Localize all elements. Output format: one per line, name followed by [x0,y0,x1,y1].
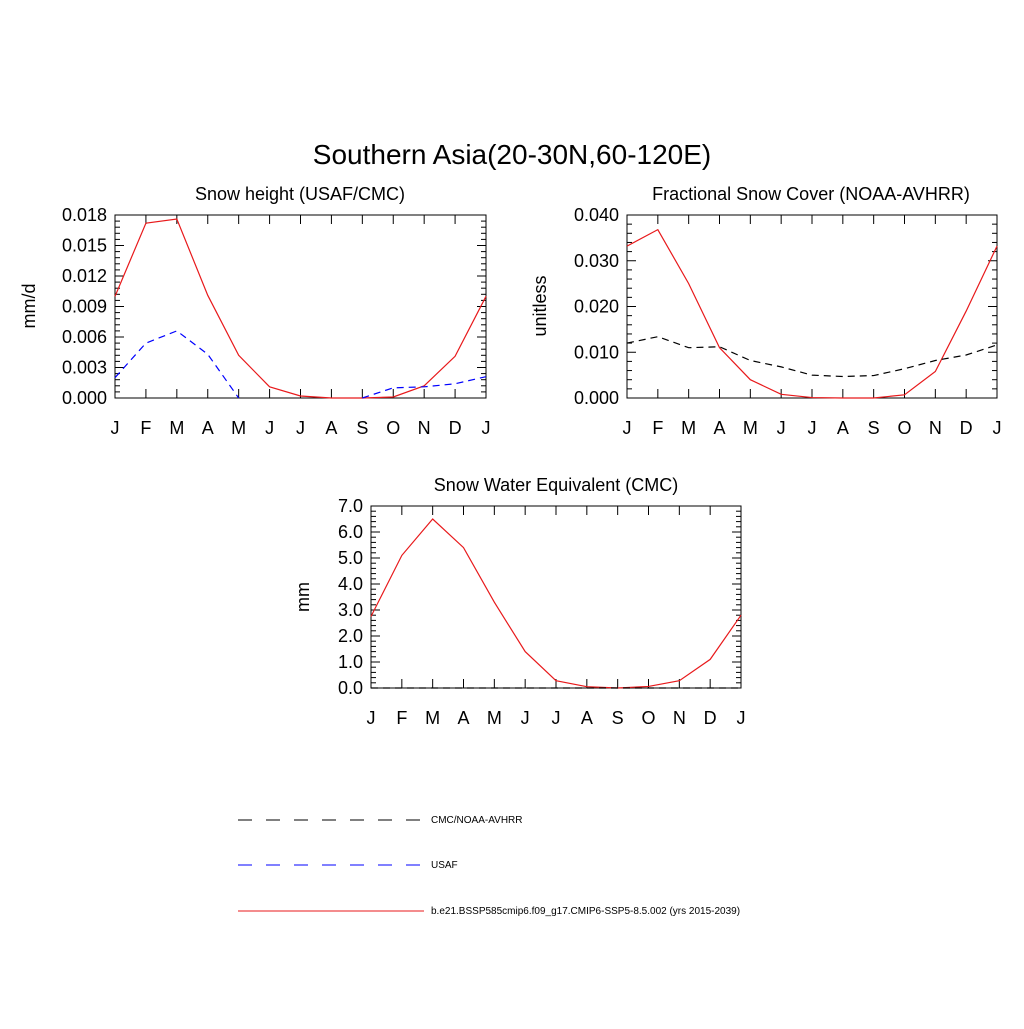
series-line-model [114,218,487,399]
x-tick-label: J [623,418,632,438]
y-tick-label: 0.006 [62,327,107,347]
x-tick-label: M [743,418,758,438]
series-line-model [370,518,742,689]
x-tick-label: D [960,418,973,438]
x-tick-label: S [868,418,880,438]
x-tick-label: A [202,418,214,438]
x-tick-label: M [681,418,696,438]
y-tick-label: 0.000 [574,388,619,408]
y-tick-label: 0.003 [62,358,107,378]
panel-title: Snow height (USAF/CMC) [195,184,405,204]
y-tick-label: 5.0 [338,548,363,568]
y-tick-label: 0.040 [574,205,619,225]
x-tick-label: D [449,418,462,438]
x-tick-label: F [396,708,407,728]
plot-frame [626,214,998,399]
x-tick-label: J [993,418,1002,438]
x-tick-label: A [457,708,469,728]
y-tick-label: 0.0 [338,678,363,698]
y-axis-label: mm/d [19,284,39,329]
plot-frame [114,214,487,399]
plot-frame [370,505,742,689]
panel-fractional-snow-cover: Fractional Snow Cover (NOAA-AVHRR) unitl… [530,184,1002,438]
x-tick-label: O [386,418,400,438]
x-tick-label: M [487,708,502,728]
x-tick-label: J [808,418,817,438]
x-tick-label: J [265,418,274,438]
x-tick-label: J [482,418,491,438]
y-tick-label: 1.0 [338,652,363,672]
y-axis-label: unitless [530,275,550,336]
x-tick-label: O [897,418,911,438]
x-tick-label: A [713,418,725,438]
legend-label: b.e21.BSSP585cmip6.f09_g17.CMIP6-SSP5-8.… [431,906,740,917]
x-tick-label: J [367,708,376,728]
series-line-obs [626,336,998,378]
x-tick-label: M [169,418,184,438]
panel-title: Fractional Snow Cover (NOAA-AVHRR) [652,184,970,204]
x-tick-label: N [418,418,431,438]
x-tick-label: J [737,708,746,728]
x-tick-label: M [425,708,440,728]
x-tick-label: O [641,708,655,728]
x-tick-label: S [356,418,368,438]
y-tick-label: 0.015 [62,236,107,256]
y-tick-label: 0.012 [62,266,107,286]
y-tick-label: 6.0 [338,522,363,542]
x-tick-label: N [673,708,686,728]
x-tick-label: M [231,418,246,438]
panel-title: Snow Water Equivalent (CMC) [434,475,678,495]
x-tick-label: F [140,418,151,438]
legend: CMC/NOAA-AVHRR USAF b.e21.BSSP585cmip6.f… [238,815,740,917]
x-tick-label: A [325,418,337,438]
legend-label: USAF [431,860,458,871]
x-tick-label: N [929,418,942,438]
y-tick-label: 0.030 [574,251,619,271]
y-tick-label: 2.0 [338,626,363,646]
x-tick-label: J [296,418,305,438]
x-tick-label: A [581,708,593,728]
figure-title: Southern Asia(20-30N,60-120E) [313,139,711,170]
y-tick-label: 7.0 [338,496,363,516]
y-tick-label: 0.020 [574,297,619,317]
x-tick-label: J [552,708,561,728]
y-axis-label: mm [293,582,313,612]
series-line-usaf [114,330,487,399]
y-tick-label: 0.010 [574,342,619,362]
x-tick-label: D [704,708,717,728]
x-tick-label: A [837,418,849,438]
y-tick-label: 0.009 [62,297,107,317]
x-tick-label: F [652,418,663,438]
y-tick-label: 3.0 [338,600,363,620]
x-tick-label: J [521,708,530,728]
x-tick-label: J [777,418,786,438]
x-tick-label: S [612,708,624,728]
y-tick-label: 0.000 [62,388,107,408]
legend-label: CMC/NOAA-AVHRR [431,815,522,826]
y-tick-label: 4.0 [338,574,363,594]
y-tick-label: 0.018 [62,205,107,225]
x-tick-label: J [111,418,120,438]
series-line-model [626,228,998,399]
